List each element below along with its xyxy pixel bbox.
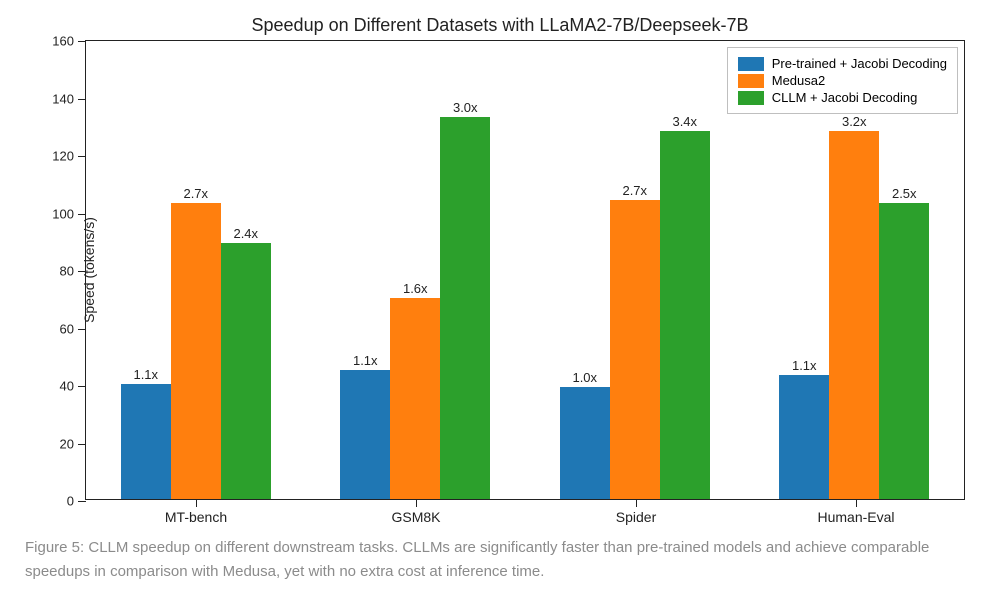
y-tick-label: 140 <box>52 91 74 106</box>
y-tick-label: 20 <box>60 436 74 451</box>
bar-value-label: 3.4x <box>672 114 697 129</box>
y-tick <box>78 41 86 42</box>
x-tick <box>416 499 417 507</box>
plot-area: Speed (tokens/s) 020406080100120140160 P… <box>85 40 965 500</box>
y-tick <box>78 156 86 157</box>
bar: 2.7x <box>610 200 660 499</box>
y-tick <box>78 99 86 100</box>
y-tick-label: 40 <box>60 379 74 394</box>
bar-value-label: 1.1x <box>133 367 158 382</box>
y-tick-label: 0 <box>67 494 74 509</box>
bar-value-label: 1.6x <box>403 281 428 296</box>
bar-value-label: 1.1x <box>353 353 378 368</box>
y-tick <box>78 501 86 502</box>
bar-group: 1.0x2.7x3.4x <box>525 41 745 499</box>
legend-item: Pre-trained + Jacobi Decoding <box>738 56 947 71</box>
x-tick-label: MT-bench <box>165 509 227 525</box>
legend-label: Pre-trained + Jacobi Decoding <box>772 56 947 71</box>
legend: Pre-trained + Jacobi Decoding Medusa2 CLLM… <box>727 47 958 114</box>
bar: 3.4x <box>660 131 710 499</box>
y-tick <box>78 214 86 215</box>
bar: 1.1x <box>121 384 171 499</box>
bar-value-label: 1.1x <box>792 358 817 373</box>
x-tick <box>856 499 857 507</box>
x-tick-label: Spider <box>616 509 656 525</box>
legend-item: Medusa2 <box>738 73 947 88</box>
y-tick <box>78 329 86 330</box>
x-tick <box>196 499 197 507</box>
chart-container: Speedup on Different Datasets with LLaMA… <box>25 15 975 500</box>
bar: 2.5x <box>879 203 929 499</box>
y-tick <box>78 386 86 387</box>
bar: 1.1x <box>779 375 829 499</box>
legend-label: Medusa2 <box>772 73 825 88</box>
legend-item: CLLM + Jacobi Decoding <box>738 90 947 105</box>
x-tick <box>636 499 637 507</box>
bar: 2.4x <box>221 243 271 499</box>
bar-value-label: 1.0x <box>572 370 597 385</box>
y-tick <box>78 444 86 445</box>
y-tick-label: 100 <box>52 206 74 221</box>
chart-title: Speedup on Different Datasets with LLaMA… <box>25 15 975 36</box>
bar-value-label: 2.7x <box>622 183 647 198</box>
legend-swatch <box>738 91 764 105</box>
legend-label: CLLM + Jacobi Decoding <box>772 90 918 105</box>
figure-caption: Figure 5: CLLM speedup on different down… <box>25 536 975 584</box>
bar: 2.7x <box>171 203 221 499</box>
bar-group: 1.1x2.7x2.4x <box>86 41 306 499</box>
bar: 1.6x <box>390 298 440 499</box>
y-tick-label: 120 <box>52 149 74 164</box>
x-tick-label: Human-Eval <box>817 509 894 525</box>
bar-value-label: 2.5x <box>892 186 917 201</box>
x-tick-label: GSM8K <box>391 509 440 525</box>
legend-swatch <box>738 74 764 88</box>
bar: 3.0x <box>440 117 490 499</box>
bar: 1.1x <box>340 370 390 499</box>
bar-value-label: 2.4x <box>233 226 258 241</box>
y-tick-label: 60 <box>60 321 74 336</box>
bar-value-label: 2.7x <box>183 186 208 201</box>
legend-swatch <box>738 57 764 71</box>
bar: 1.0x <box>560 387 610 499</box>
y-tick-label: 80 <box>60 264 74 279</box>
bar-value-label: 3.2x <box>842 114 867 129</box>
bar-group: 1.1x1.6x3.0x <box>306 41 526 499</box>
bar: 3.2x <box>829 131 879 499</box>
y-tick-label: 160 <box>52 34 74 49</box>
y-tick <box>78 271 86 272</box>
bar-value-label: 3.0x <box>453 100 478 115</box>
